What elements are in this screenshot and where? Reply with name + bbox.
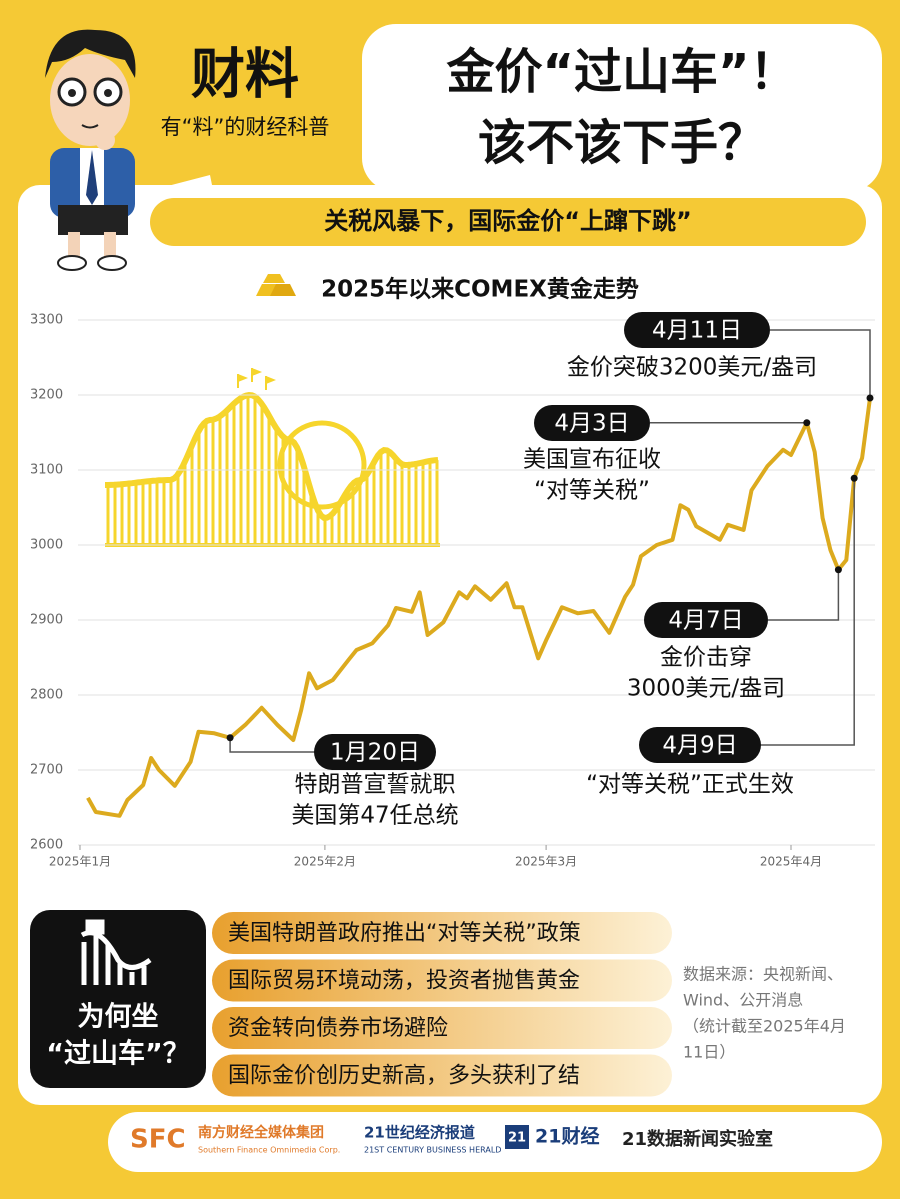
flag [238, 374, 248, 382]
title-bubble [362, 24, 882, 192]
event-text: 金价击穿 [660, 645, 752, 671]
source: 数据来源：央视新闻、 Wind、公开消息 （统计截至2025年4月 11日） [683, 965, 846, 1062]
date-label: 4月7日 [668, 608, 743, 634]
event-dot [850, 474, 858, 482]
date-pill [639, 727, 761, 763]
y-tick-label: 3200 [30, 388, 63, 403]
reason-text: 资金转向债券市场避险 [228, 1016, 448, 1041]
date-label: 1月20日 [330, 740, 420, 766]
x-tick-label: 2025年1月 [49, 855, 111, 869]
lab: 21数据新闻实验室 [622, 1128, 773, 1150]
event-text: “对等关税” [534, 478, 650, 504]
cj: 21财经 [535, 1125, 599, 1148]
source-text: （统计截至2025年4月 [683, 1017, 846, 1036]
reasons-list: 美国特朗普政府推出“对等关税”政策国际贸易环境动荡，投资者抛售黄金资金转向债券市… [212, 912, 672, 1097]
gold-icon [256, 274, 296, 296]
reason-bar [212, 959, 672, 1002]
title: 该不该下手？ [478, 115, 766, 171]
sfc-name: 南方财经全媒体集团 [198, 1124, 324, 1141]
event-text: 美国宣布征收 [523, 447, 661, 473]
herald: 21世纪经济报道 [364, 1124, 475, 1142]
date-pill [314, 734, 436, 770]
event-text: “对等关税”正式生效 [586, 772, 794, 798]
y-tick-label: 2600 [30, 838, 63, 853]
reason-text: 国际金价创历史新高，多头获利了结 [228, 1064, 580, 1089]
y-tick-label: 3000 [30, 538, 63, 553]
x-tick-label: 2025年3月 [515, 855, 577, 869]
footer [108, 1112, 882, 1172]
event-text: 特朗普宣誓就职 [295, 772, 456, 798]
date-label: 4月3日 [554, 411, 629, 437]
reasons-title: “过山车”？ [46, 1038, 190, 1070]
herald-en: 21ST CENTURY BUSINESS HERALD [364, 1146, 501, 1155]
event-dot [866, 394, 874, 402]
event-text: 金价突破3200美元/盎司 [567, 355, 817, 381]
reason-text: 国际贸易环境动荡，投资者抛售黄金 [228, 969, 580, 994]
y-tick-label: 2700 [30, 763, 63, 778]
date-pill [644, 602, 768, 638]
event-dot [226, 734, 234, 742]
reason-bar [212, 1054, 672, 1097]
connector [229, 737, 315, 753]
connector [770, 329, 871, 398]
chart-title: 2025年以来COMEX黄金走势 [321, 276, 639, 303]
slogan: 有“料”的财经科普 [161, 115, 330, 139]
subtitle: 关税风暴下，国际金价“上蹿下跳” [324, 207, 692, 235]
chart: 2600 2700 2800 2900 3000 3100 3200 3300 2025年1月 2… [30, 312, 875, 869]
cartoon [45, 29, 136, 271]
reasons-box [30, 910, 206, 1088]
source-text: Wind、公开消息 [683, 991, 803, 1010]
x-tick-label: 2025年2月 [294, 855, 356, 869]
coaster-track [105, 391, 439, 521]
reasons-title: 为何坐 [78, 1002, 159, 1033]
sfc-en: Southern Finance Omnimedia Corp. [198, 1146, 340, 1155]
flag [266, 376, 276, 384]
source-text: 11日） [683, 1043, 735, 1062]
date-label: 4月11日 [652, 318, 742, 344]
connector [760, 478, 855, 746]
y-tick-label: 3300 [30, 313, 63, 328]
event-text: 美国第47任总统 [291, 803, 458, 829]
subtitle-pill [150, 198, 866, 246]
y-tick-label: 2800 [30, 688, 63, 703]
date-pill [624, 312, 770, 348]
flag [252, 368, 262, 376]
reason-bar [212, 1007, 672, 1049]
cj-icon-bg [505, 1125, 529, 1149]
brand: 财料 [191, 43, 299, 106]
reason-text: 美国特朗普政府推出“对等关税”政策 [228, 921, 581, 946]
source-text: 数据来源：央视新闻、 [683, 965, 843, 984]
coaster-icon [80, 919, 152, 985]
cj-icon: 21 [508, 1131, 526, 1146]
reason-bar [212, 912, 672, 954]
x-tick-label: 2025年4月 [760, 855, 822, 869]
event-text: 3000美元/盎司 [627, 676, 785, 702]
event-dot [803, 419, 811, 427]
connector [768, 569, 840, 621]
title: 金价“过山车”！ [445, 44, 797, 100]
event-dot [834, 566, 842, 574]
coaster-loop [277, 420, 367, 510]
date-pill [534, 405, 650, 441]
y-tick-label: 3100 [30, 463, 63, 478]
y-tick-label: 2900 [30, 613, 63, 628]
date-label: 4月9日 [662, 733, 737, 759]
sfc-logo: SFC [130, 1125, 186, 1155]
